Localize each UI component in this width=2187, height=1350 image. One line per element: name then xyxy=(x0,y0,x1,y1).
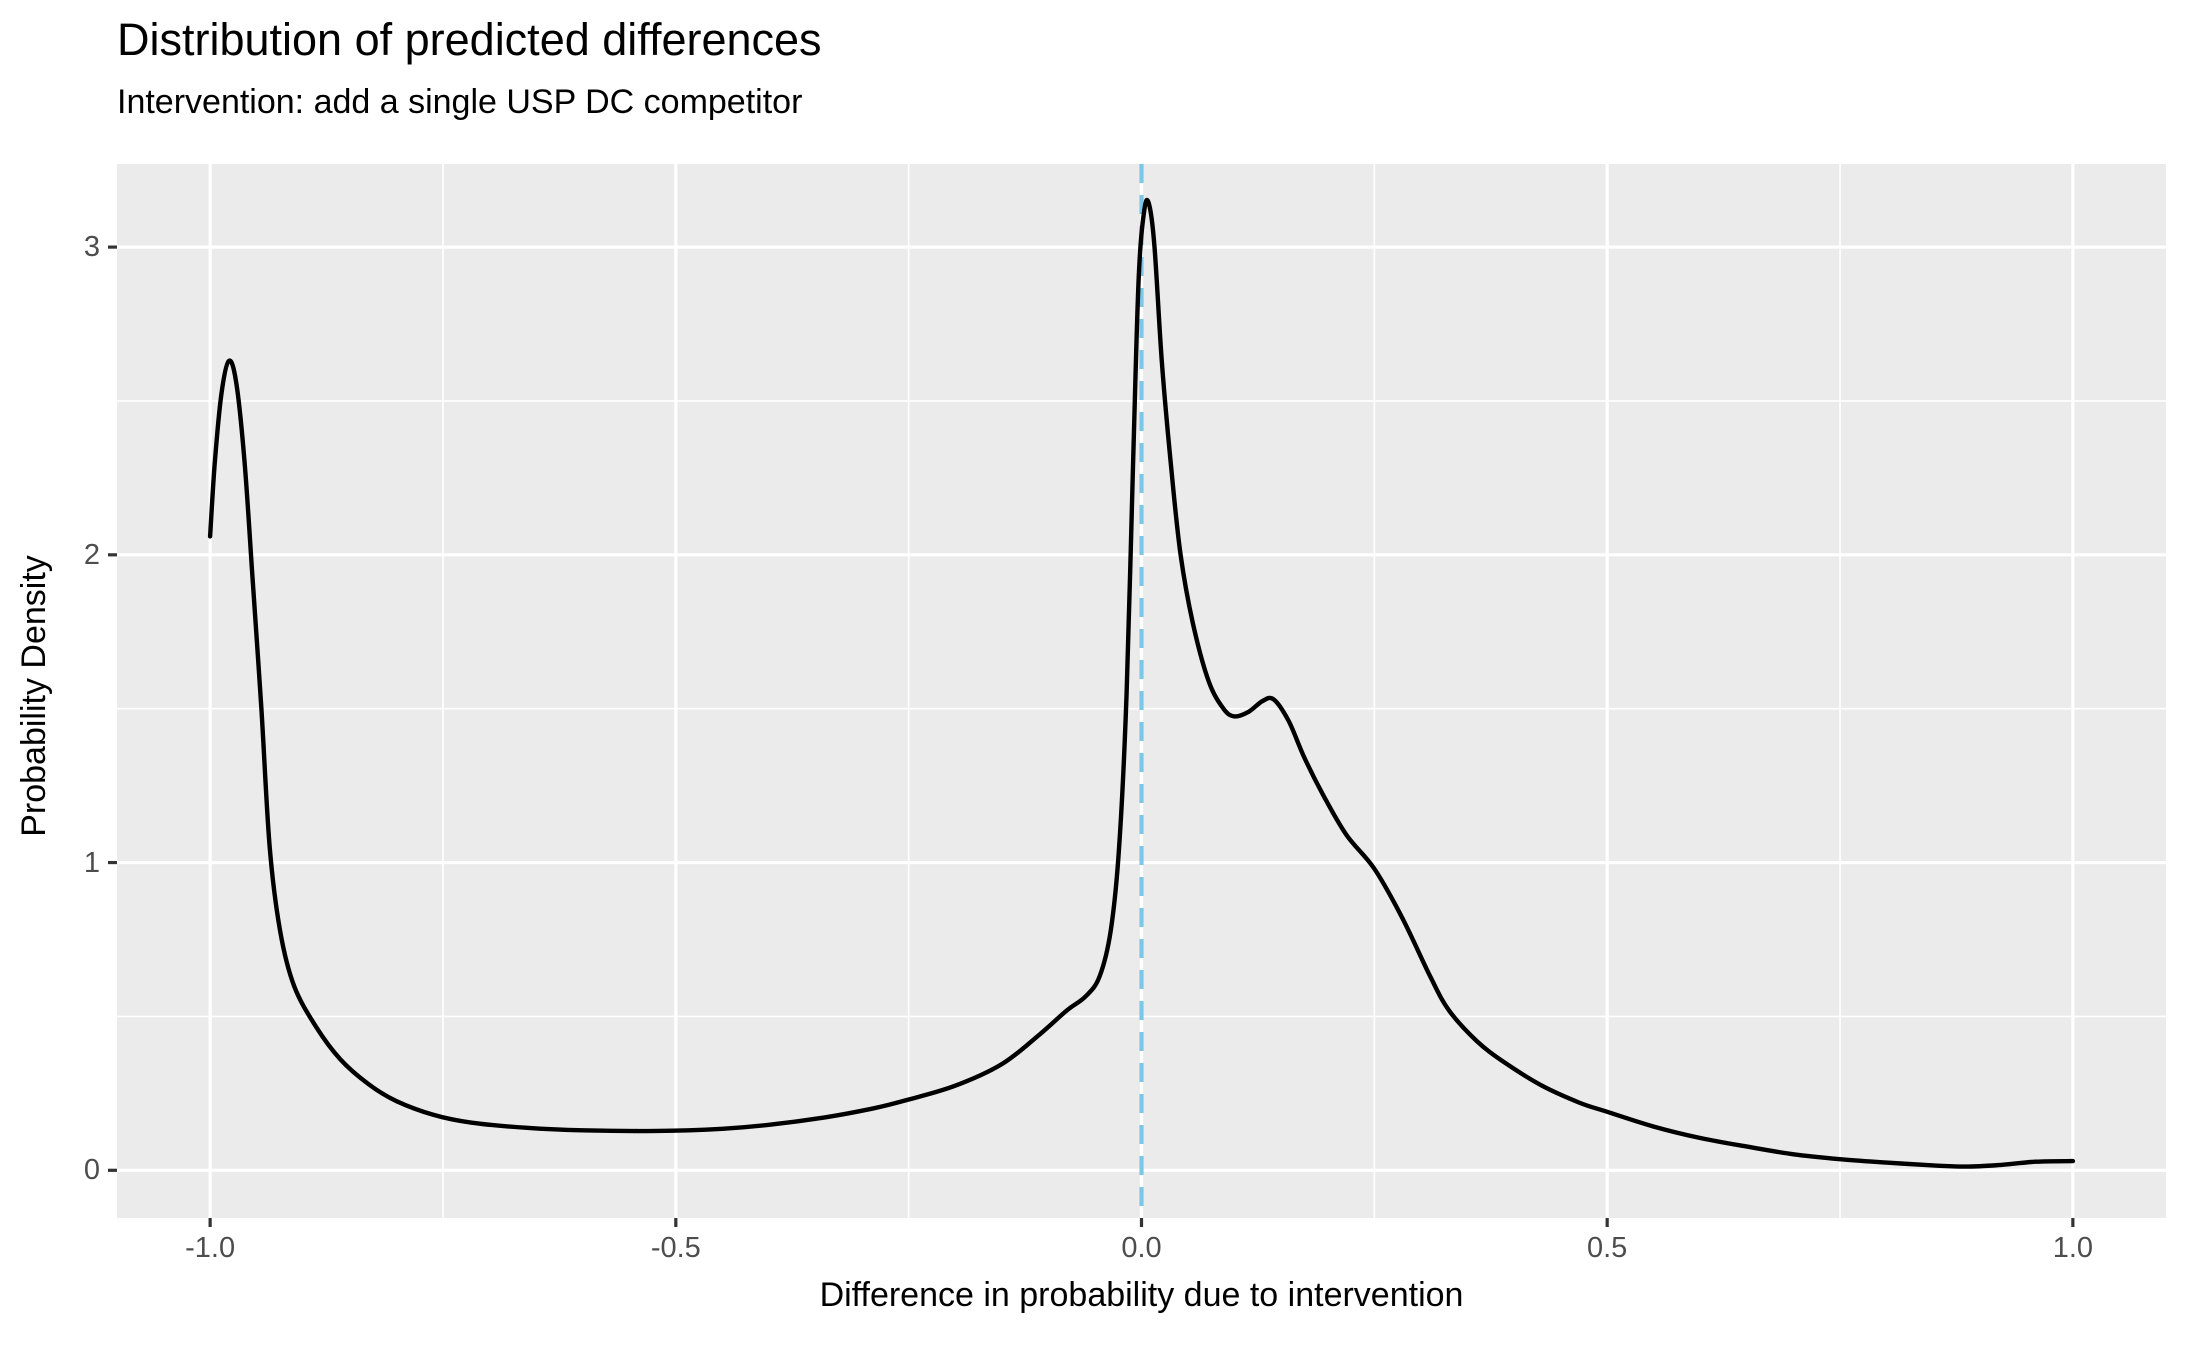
x-axis-title: Difference in probability due to interve… xyxy=(819,1276,1464,1314)
y-tick-label: 1 xyxy=(83,846,100,879)
y-tick-label: 2 xyxy=(83,538,100,571)
density-curve xyxy=(207,197,2076,1169)
page-title: Distribution of predicted differences xyxy=(117,14,822,65)
x-tick-label: 0.0 xyxy=(1121,1232,1162,1264)
y-tick-label: 3 xyxy=(83,231,100,264)
x-tick-label: -1.0 xyxy=(185,1232,236,1264)
x-tick-label: 1.0 xyxy=(2052,1232,2094,1264)
x-tick-label: -0.5 xyxy=(650,1232,701,1264)
page-subtitle: Intervention: add a single USP DC compet… xyxy=(117,83,803,121)
x-tick-label: 0.5 xyxy=(1587,1232,1628,1264)
y-axis-title: Probability Density xyxy=(15,555,53,837)
y-tick-label: 0 xyxy=(83,1154,100,1187)
